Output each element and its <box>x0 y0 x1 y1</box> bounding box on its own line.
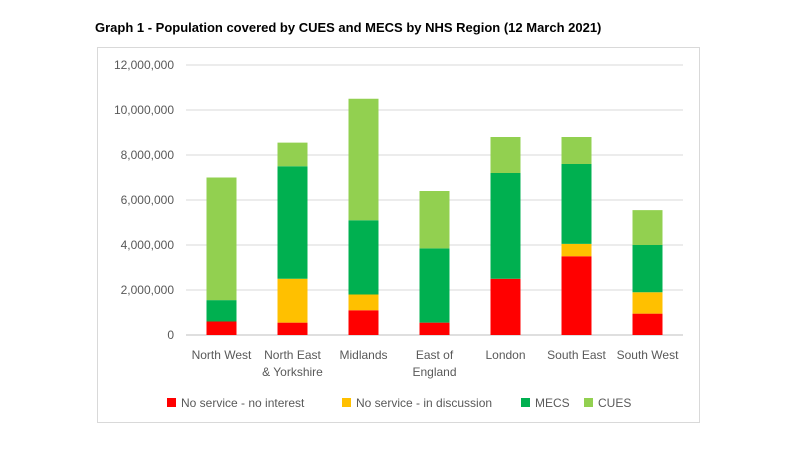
bar-segment <box>632 313 663 335</box>
bar-segment <box>348 98 379 221</box>
x-tick-label: North East <box>264 348 321 362</box>
bar-segment <box>490 137 521 173</box>
y-tick-label: 4,000,000 <box>121 238 175 252</box>
bar-segment <box>277 322 308 335</box>
bar-segment <box>277 278 308 323</box>
x-tick-label: South West <box>617 348 679 362</box>
bar-segment <box>561 137 592 164</box>
x-tick-label: London <box>485 348 525 362</box>
bar-segment <box>277 142 308 167</box>
bar-segment <box>419 248 450 323</box>
x-axis: North West North East & Yorkshire Midlands E… <box>192 348 679 379</box>
legend-label: CUES <box>598 396 631 410</box>
y-tick-label: 12,000,000 <box>114 58 174 72</box>
legend: No service - no interest No service - in … <box>167 396 631 410</box>
legend-label: No service - in discussion <box>356 396 492 410</box>
y-tick-label: 0 <box>167 328 174 342</box>
bar-segment <box>561 243 592 257</box>
bar-segment <box>419 322 450 335</box>
y-tick-label: 2,000,000 <box>121 283 175 297</box>
chart-frame <box>97 47 700 423</box>
bar-segment <box>206 300 237 322</box>
y-tick-label: 8,000,000 <box>121 148 175 162</box>
bar-segment <box>561 164 592 244</box>
x-tick-label: East of <box>416 348 454 362</box>
y-tick-label: 6,000,000 <box>121 193 175 207</box>
bar-segment <box>277 166 308 279</box>
bar-segment <box>632 245 663 293</box>
bar-segment <box>632 210 663 245</box>
bars <box>206 98 663 335</box>
bar-segment <box>206 177 237 301</box>
legend-swatch <box>584 398 593 407</box>
legend-label: MECS <box>535 396 570 410</box>
legend-swatch <box>342 398 351 407</box>
x-tick-label: England <box>412 365 456 379</box>
legend-label: No service - no interest <box>181 396 305 410</box>
bar-segment <box>206 321 237 335</box>
x-tick-label: North West <box>192 348 252 362</box>
y-axis: 0 2,000,000 4,000,000 6,000,000 8,000,000 10,… <box>114 58 174 342</box>
x-tick-label: & Yorkshire <box>262 365 323 379</box>
bar-segment <box>561 256 592 335</box>
bar-segment <box>490 278 521 335</box>
bar-segment <box>490 173 521 279</box>
bar-segment <box>348 294 379 311</box>
bar-segment <box>348 220 379 295</box>
x-tick-label: South East <box>547 348 606 362</box>
bar-segment <box>348 310 379 335</box>
legend-swatch <box>521 398 530 407</box>
bar-segment <box>632 292 663 314</box>
legend-swatch <box>167 398 176 407</box>
chart-title: Graph 1 - Population covered by CUES and… <box>95 20 602 35</box>
x-tick-label: Midlands <box>339 348 387 362</box>
bar-segment <box>419 191 450 249</box>
y-tick-label: 10,000,000 <box>114 103 174 117</box>
